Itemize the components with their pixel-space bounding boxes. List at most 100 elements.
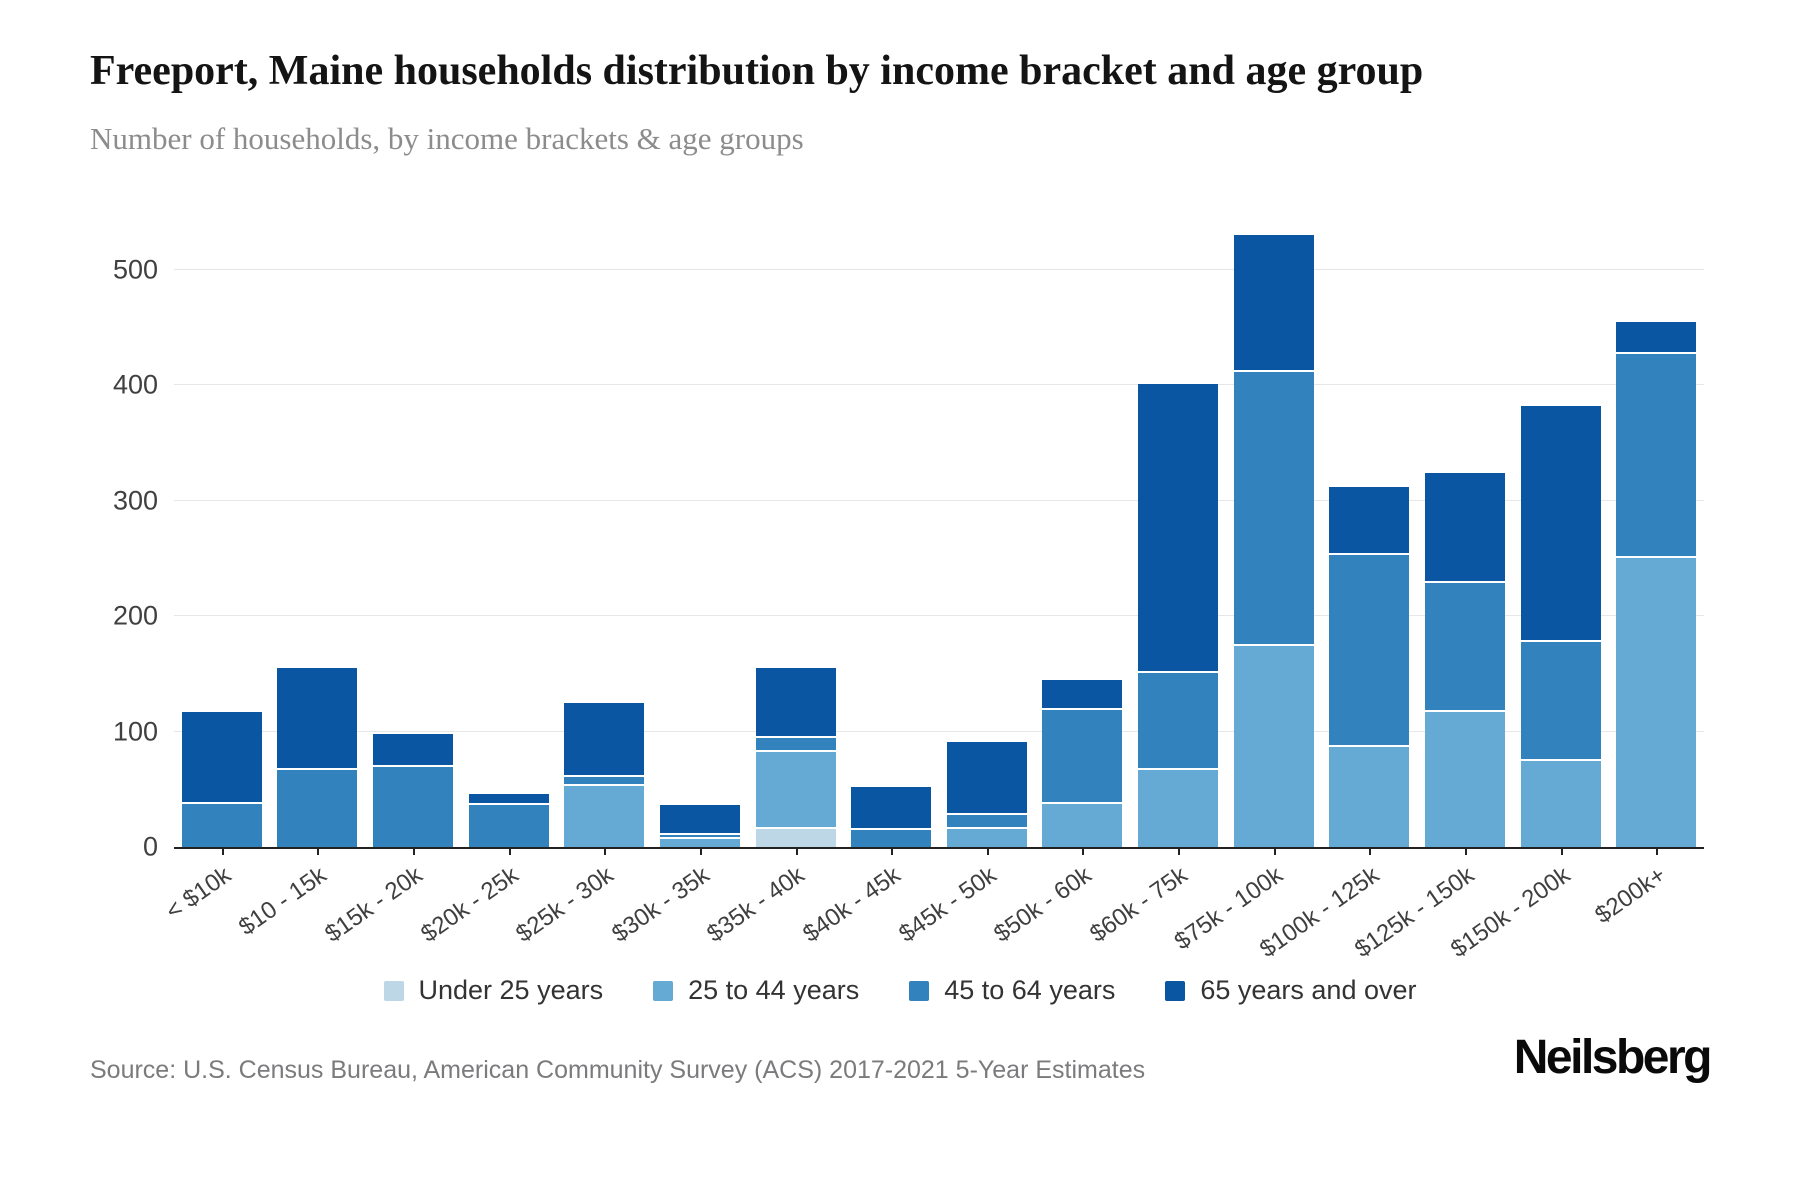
legend-swatch (1165, 980, 1186, 1001)
bar-segment-45-to-64-years[interactable] (1138, 673, 1219, 771)
bar-segment-45-to-64-years[interactable] (181, 803, 262, 848)
x-axis-label: $45k - 50k (893, 861, 1002, 949)
bar-segment-45-to-64-years[interactable] (1424, 582, 1505, 713)
axis-tick (604, 847, 607, 856)
bar (1616, 321, 1697, 848)
bar-segment-45-to-64-years[interactable] (468, 804, 549, 848)
bar-segment-65-years-and-over[interactable] (946, 742, 1027, 816)
x-axis-label: < $10k (161, 861, 237, 926)
bar (659, 804, 740, 848)
bar-segment-65-years-and-over[interactable] (468, 794, 549, 805)
bar-segment-45-to-64-years[interactable] (755, 737, 836, 752)
legend-item-under-25-years[interactable]: Under 25 years (383, 975, 604, 1006)
bar-segment-65-years-and-over[interactable] (1138, 384, 1219, 674)
y-axis-tick-label: 400 (112, 369, 158, 400)
bar-segment-25-to-44-years[interactable] (1042, 803, 1123, 848)
bar-segment-25-to-44-years[interactable] (1616, 557, 1697, 848)
y-axis-tick-label: 300 (112, 485, 158, 516)
gridline (174, 499, 1704, 501)
axis-tick (1178, 847, 1181, 856)
bar-segment-65-years-and-over[interactable] (755, 668, 836, 738)
bar-segment-65-years-and-over[interactable] (1616, 321, 1697, 355)
bar-slot: $35k - 40k (703, 207, 844, 948)
bar-segment-25-to-44-years[interactable] (755, 751, 836, 829)
bar-segment-25-to-44-years[interactable] (946, 828, 1027, 848)
bar-slot: $50k - 60k (989, 207, 1131, 948)
axis-tick (1273, 847, 1276, 856)
legend-item-45-to-64-years[interactable]: 45 to 64 years (909, 975, 1115, 1006)
bar-segment-45-to-64-years[interactable] (1329, 555, 1410, 747)
bar (946, 742, 1027, 848)
bar-slot: $30k - 35k (607, 207, 748, 948)
bar-segment-under-25-years[interactable] (755, 828, 836, 848)
bar-segment-65-years-and-over[interactable] (1424, 473, 1505, 583)
bar-segment-25-to-44-years[interactable] (1329, 746, 1410, 848)
bar (1520, 406, 1601, 848)
plot-area: 0 100 200 300 400 500 < $10k $10 - 15k $15k - 20… (113, 207, 1704, 964)
bar-slot: $15k - 20k (320, 207, 461, 948)
bar (181, 712, 262, 848)
axis-tick (891, 847, 894, 856)
bar-segment-45-to-64-years[interactable] (277, 770, 358, 848)
bar (468, 794, 549, 848)
y-axis-tick-label: 100 (112, 716, 158, 747)
legend: Under 25 years 25 to 44 years 45 to 64 yea… (90, 975, 1710, 1006)
bar-segment-65-years-and-over[interactable] (851, 787, 932, 831)
bar-segment-45-to-64-years[interactable] (564, 777, 645, 787)
legend-swatch (909, 980, 930, 1001)
bar-segment-45-to-64-years[interactable] (373, 766, 454, 848)
legend-swatch (653, 980, 674, 1001)
bar-segment-45-to-64-years[interactable] (1233, 371, 1314, 647)
bar-slot: $25k - 30k (511, 207, 653, 948)
bar-segment-25-to-44-years[interactable] (1520, 760, 1601, 848)
bar-segment-45-to-64-years[interactable] (946, 815, 1027, 829)
y-axis-tick-label: 200 (112, 600, 158, 631)
bar (1329, 487, 1410, 848)
x-axis-label: $15k - 20k (320, 861, 428, 949)
legend-label: Under 25 years (418, 975, 604, 1006)
x-axis-label: $200k+ (1589, 861, 1671, 930)
axis-tick (1560, 847, 1563, 856)
page-subtitle: Number of households, by income brackets… (90, 121, 804, 157)
bar-segment-65-years-and-over[interactable] (1520, 406, 1601, 642)
y-axis-tick-label: 0 (142, 831, 158, 862)
bar-segment-65-years-and-over[interactable] (1329, 487, 1410, 556)
bar-segment-65-years-and-over[interactable] (181, 712, 262, 804)
bar (373, 734, 454, 848)
y-axis-tick-label: 500 (112, 254, 158, 285)
bar-slot: $20k - 25k (416, 207, 557, 948)
bar-segment-25-to-44-years[interactable] (659, 839, 740, 848)
legend-label: 25 to 44 years (688, 975, 860, 1006)
bar-segment-65-years-and-over[interactable] (277, 668, 358, 771)
bar (277, 668, 358, 848)
bar-segment-45-to-64-years[interactable] (1616, 354, 1697, 558)
bar-segment-45-to-64-years[interactable] (659, 834, 740, 840)
bar-segment-25-to-44-years[interactable] (1424, 712, 1505, 848)
bar-slot: $125k - 150k (1350, 207, 1513, 964)
axis-tick (1656, 847, 1659, 856)
bar-segment-25-to-44-years[interactable] (1138, 770, 1219, 848)
bar-segment-65-years-and-over[interactable] (659, 804, 740, 835)
legend-item-65-years-and-over[interactable]: 65 years and over (1165, 975, 1417, 1006)
x-axis-label: $35k - 40k (702, 861, 810, 949)
bar-segment-45-to-64-years[interactable] (851, 830, 932, 848)
bar-slot: $100k - 125k (1254, 207, 1418, 964)
bar-segment-45-to-64-years[interactable] (1042, 710, 1123, 804)
x-axis-label: $25k - 30k (511, 861, 619, 949)
page-title: Freeport, Maine households distribution … (90, 48, 1424, 94)
axis-tick (413, 847, 416, 856)
neilsberg-logo: Neilsberg (1513, 1031, 1713, 1085)
bar-segment-65-years-and-over[interactable] (1042, 680, 1123, 711)
legend-item-25-to-44-years[interactable]: 25 to 44 years (653, 975, 859, 1006)
x-axis-label: $20k - 25k (415, 861, 524, 949)
bar-slot: $45k - 50k (894, 207, 1035, 948)
gridline (174, 268, 1704, 270)
bar (755, 668, 836, 848)
bar-segment-25-to-44-years[interactable] (1233, 646, 1314, 848)
bar-segment-65-years-and-over[interactable] (373, 734, 454, 767)
bar-segment-25-to-44-years[interactable] (564, 786, 645, 848)
bar-segment-45-to-64-years[interactable] (1520, 641, 1601, 761)
bar-segment-65-years-and-over[interactable] (564, 703, 645, 777)
bar-segment-65-years-and-over[interactable] (1233, 235, 1314, 372)
